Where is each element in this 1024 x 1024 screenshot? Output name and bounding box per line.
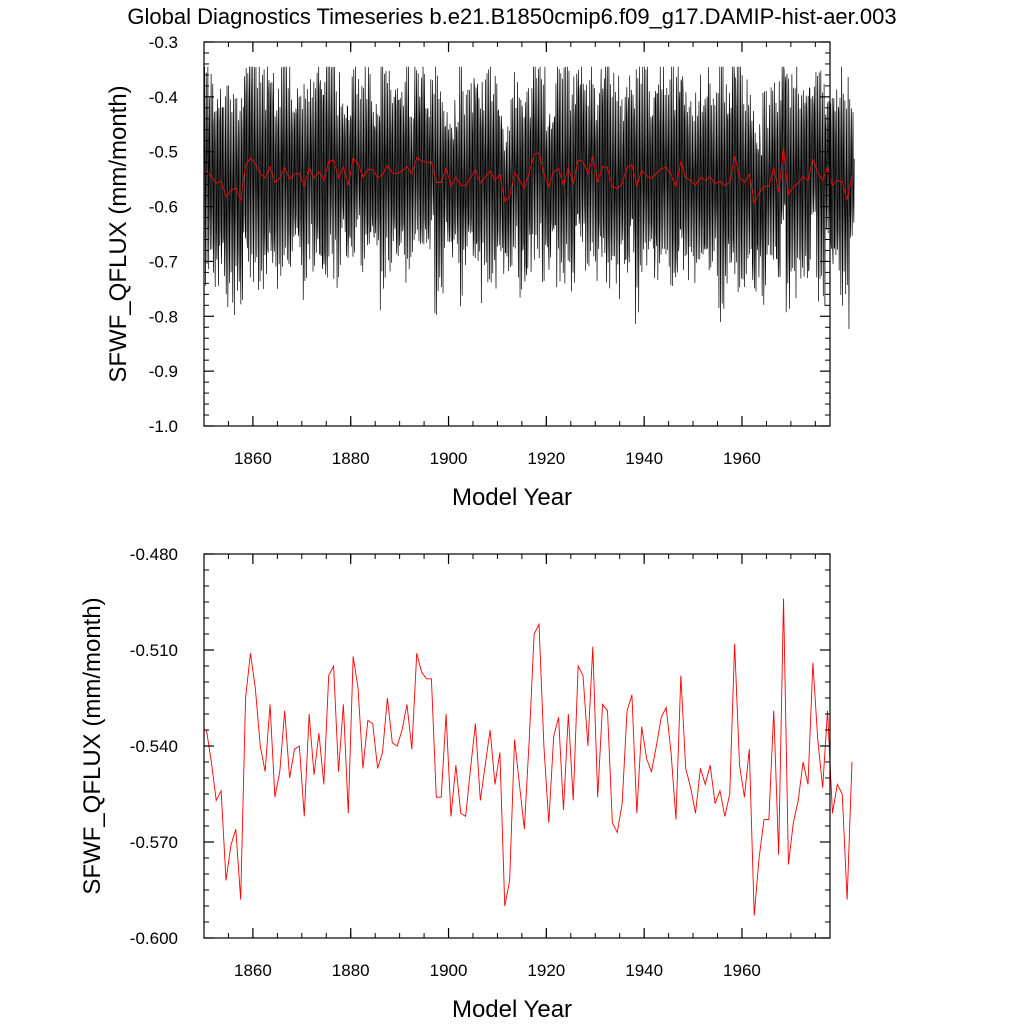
x-tick-label: 1860 (234, 961, 272, 980)
panel-top-monthly: 1860 1880 1900 1920 1940 1960 -1.0 -0.9 -0.8 -0.… (105, 33, 855, 511)
y-tick-label: -0.570 (130, 833, 178, 852)
y-tick-label: -0.8 (149, 307, 178, 326)
plot-frame-bottom (203, 553, 831, 939)
x-tick-label: 1940 (625, 961, 663, 980)
x-tick-label: 1880 (332, 961, 370, 980)
y-tick-label: -0.600 (130, 929, 178, 948)
x-tick-label: 1880 (332, 449, 370, 468)
annual-mean-path-bottom (206, 598, 853, 916)
x-axis-label-top: Model Year (452, 484, 572, 511)
monthly-series-line (203, 66, 855, 330)
y-tick-label: -0.480 (130, 545, 178, 564)
x-tick-label: 1960 (723, 961, 761, 980)
y-tick-label: -0.5 (149, 143, 178, 162)
x-tick-label: 1940 (625, 449, 663, 468)
y-tick-label: -0.540 (130, 737, 178, 756)
y-axis-label-top: SFWF_QFLUX (mm/month) (105, 85, 132, 382)
y-tick-label: -0.6 (149, 198, 178, 217)
annual-mean-path-top (206, 148, 853, 205)
annual-mean-line-top (206, 148, 853, 205)
x-tick-label: 1920 (527, 449, 565, 468)
y-axis-top: -1.0 -0.9 -0.8 -0.7 -0.6 -0.5 -0.4 -0.3 (149, 33, 830, 436)
y-tick-label: -0.510 (130, 641, 178, 660)
x-tick-label: 1960 (723, 449, 761, 468)
x-tick-label: 1920 (527, 961, 565, 980)
annual-mean-line-bottom (206, 598, 853, 916)
chart-title: Global Diagnostics Timeseries b.e21.B185… (127, 4, 896, 29)
y-axis-bottom: -0.600 -0.570 -0.540 -0.510 -0.480 (130, 545, 830, 948)
y-tick-label: -0.3 (149, 33, 178, 52)
x-tick-label: 1900 (430, 961, 468, 980)
x-axis-bottom: 1860 1880 1900 1920 1940 1960 (203, 554, 816, 980)
y-tick-label: -0.7 (149, 252, 178, 271)
plot-frame-top (203, 41, 831, 427)
x-axis-top: 1860 1880 1900 1920 1940 1960 (203, 42, 816, 468)
panel-bottom-annual: 1860 1880 1900 1920 1940 1960 -0.600-0.570-0.… (79, 545, 853, 1023)
x-tick-label: 1900 (430, 449, 468, 468)
x-axis-label-bottom: Model Year (452, 996, 572, 1023)
monthly-series-path (203, 66, 855, 330)
x-tick-label: 1860 (234, 449, 272, 468)
y-tick-label: -1.0 (149, 417, 178, 436)
y-axis-label-bottom: SFWF_QFLUX (mm/month) (79, 597, 106, 894)
y-tick-label: -0.4 (149, 88, 178, 107)
y-tick-label: -0.9 (149, 362, 178, 381)
